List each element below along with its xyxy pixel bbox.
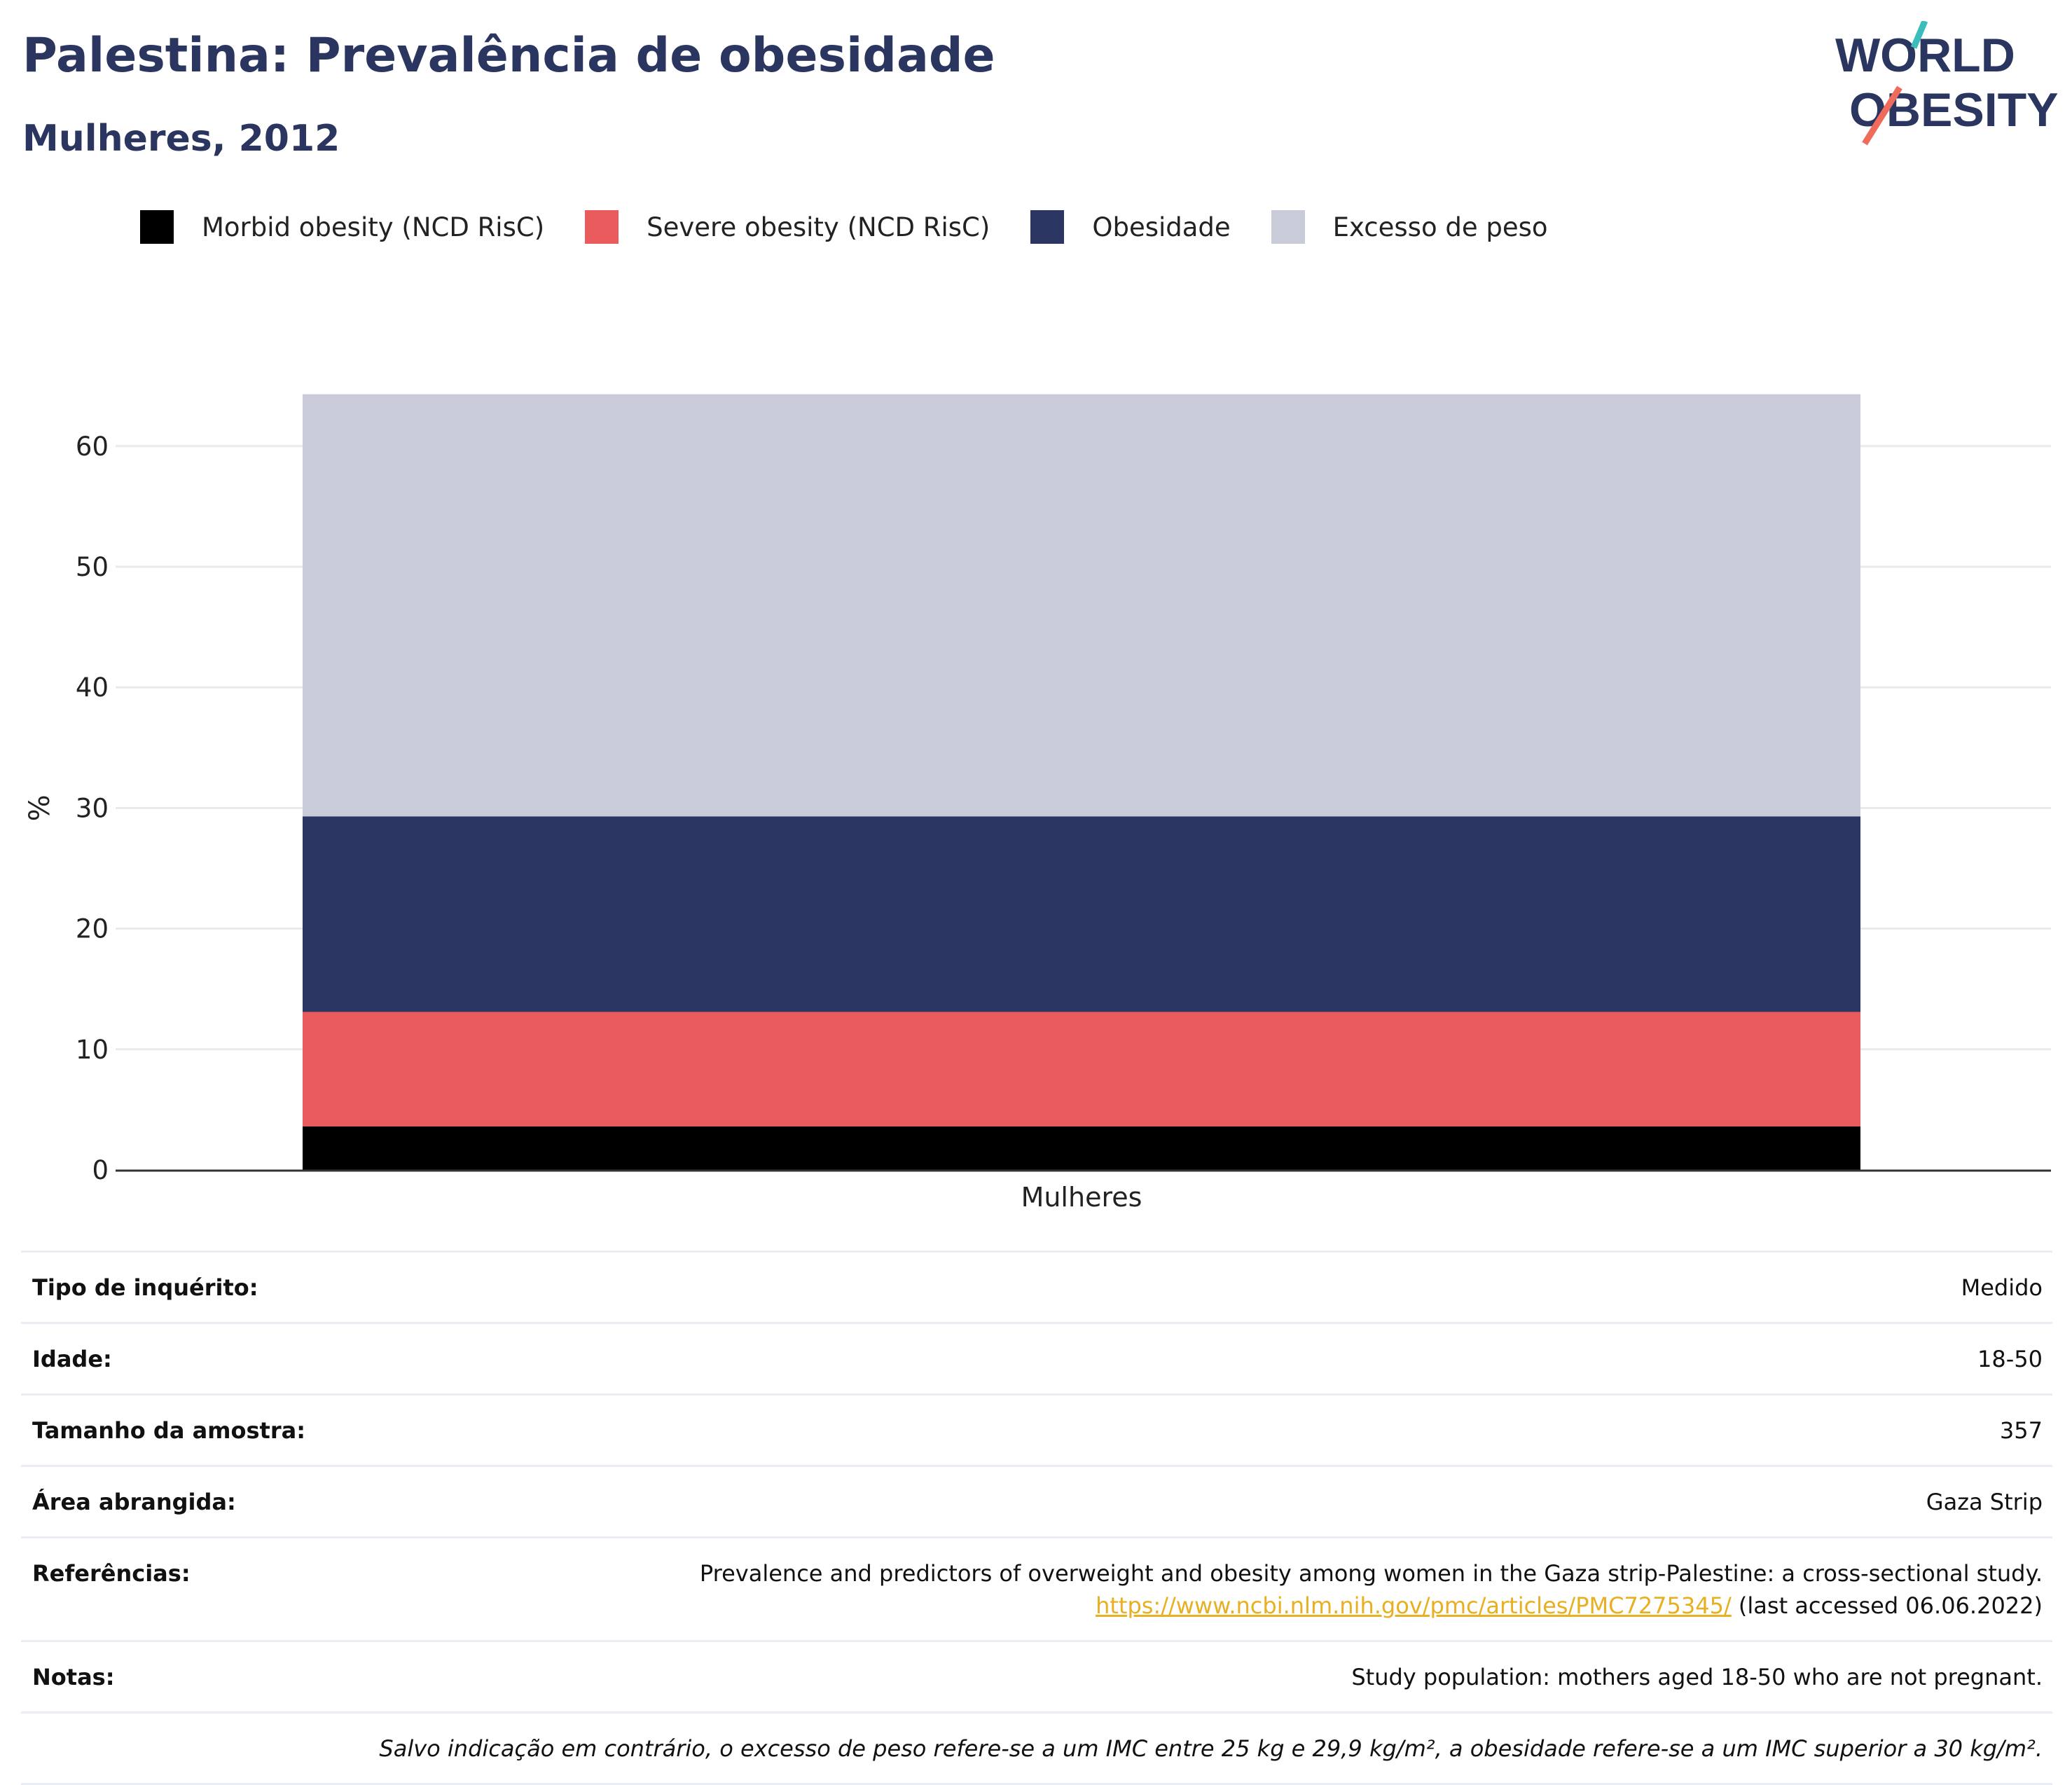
info-row-footnote: Salvo indicação em contrário, o excesso … [21,1714,2052,1785]
legend-label-overweight: Excesso de peso [1332,212,1548,242]
area-value: Gaza Strip [1926,1489,2043,1515]
info-row-sample-size: Tamanho da amostra: 357 [21,1395,2052,1467]
logo-slash-coral [1862,85,1902,146]
legend-swatch-overweight [1271,210,1305,244]
info-row-survey-type: Tipo de inquérito: Medido [21,1253,2052,1324]
y-tick-label: 20 [76,914,109,944]
y-axis-label: % [24,794,56,821]
survey-info-table: Tipo de inquérito: Medido Idade: 18-50 T… [21,1250,2052,1785]
legend-label-morbid: Morbid obesity (NCD RisC) [202,212,545,242]
reference-title: Prevalence and predictors of overweight … [699,1560,2043,1587]
legend-label-severe: Severe obesity (NCD RisC) [647,212,990,242]
y-tick-label: 30 [76,793,109,823]
legend-swatch-severe [585,210,619,244]
legend-label-obesity: Obesidade [1092,212,1231,242]
world-obesity-logo: WORLD OBESITY [1835,21,2059,146]
survey-type-label: Tipo de inquérito: [32,1274,258,1301]
info-row-age: Idade: 18-50 [21,1324,2052,1395]
notes-value: Study population: mothers aged 18-50 who… [1351,1664,2043,1690]
reference-accessed: (last accessed 06.06.2022) [1731,1592,2043,1619]
y-tick-label: 50 [76,552,109,582]
page-subtitle: Mulheres, 2012 [22,118,340,160]
references-value: Prevalence and predictors of overweight … [700,1557,2043,1622]
area-label: Área abrangida: [32,1489,236,1515]
survey-type-value: Medido [1961,1274,2043,1301]
logo-slash-teal [1910,21,1928,49]
reference-link[interactable]: https://www.ncbi.nlm.nih.gov/pmc/article… [1096,1592,1732,1619]
sample-size-label: Tamanho da amostra: [32,1417,305,1444]
y-tick-label: 60 [76,432,109,462]
notes-label: Notas: [32,1664,115,1690]
y-tick-label: 40 [76,673,109,703]
legend-swatch-obesity [1030,210,1065,244]
references-label: Referências: [32,1560,191,1587]
logo-line1: WORLD [1835,29,2015,82]
age-label: Idade: [32,1346,112,1372]
info-row-area: Área abrangida: Gaza Strip [21,1467,2052,1538]
legend-swatch-morbid [140,210,174,244]
chart-legend: Morbid obesity (NCD RisC) Severe obesity… [140,207,1589,247]
sample-size-value: 357 [1999,1417,2043,1444]
y-tick-label: 10 [76,1035,109,1065]
legend-item-severe[interactable]: Severe obesity (NCD RisC) [585,210,990,244]
y-tick-label: 0 [92,1155,109,1185]
bar-chart: 0 10 20 30 40 50 60 Mulheres% [24,394,2051,1213]
info-row-notes: Notas: Study population: mothers aged 18… [21,1642,2052,1714]
logo-line2: OBESITY [1849,83,2059,137]
legend-item-morbid[interactable]: Morbid obesity (NCD RisC) [140,210,544,244]
x-category-label: Mulheres [1021,1182,1142,1213]
bar-morbid-obesity-ncd-risc [303,1126,1860,1170]
info-row-references: Referências: Prevalence and predictors o… [21,1538,2052,1642]
age-value: 18-50 [1977,1346,2043,1372]
legend-item-overweight[interactable]: Excesso de peso [1271,210,1548,244]
page-title: Palestina: Prevalência de obesidade [22,28,995,83]
footnote: Salvo indicação em contrário, o excesso … [379,1735,2043,1762]
legend-item-obesity[interactable]: Obesidade [1030,210,1231,244]
